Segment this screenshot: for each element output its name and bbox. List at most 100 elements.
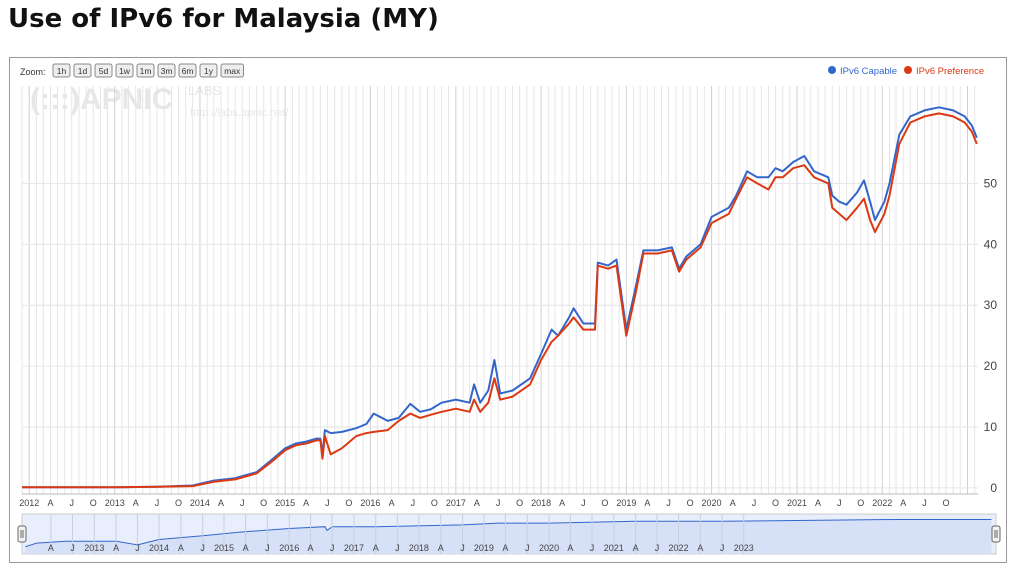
zoom-button-1m[interactable]: 1m [136,63,155,78]
page-title: Use of IPv6 for Malaysia (MY) [8,4,439,34]
x-tick-label: 2017 [446,498,466,508]
x-tick-label: 2021 [787,498,807,508]
x-tick-label: 2020 [702,498,722,508]
x-tick-label: A [730,498,736,508]
navigator-line [25,519,992,548]
x-tick-label: 2019 [616,498,636,508]
x-tick-label: A [303,498,309,508]
x-tick-label: O [431,498,438,508]
series-line-ipv6-preference[interactable] [22,112,978,489]
x-tick-label: J [411,498,416,508]
navigator-tick-label: J [135,543,140,553]
zoom-button-label: 1d [78,66,88,76]
x-tick-label: O [857,498,864,508]
apnic-watermark: (:::)APNIC LABS http://labs.apnic.net/ [30,83,289,119]
navigator-tick-label: A [438,543,444,553]
navigator-tick-label: 2020 [539,543,559,553]
x-tick-label: O [772,498,779,508]
navigator-tick-label: J [330,543,335,553]
navigator-tick-label: A [48,543,54,553]
zoom-button-bg [52,63,71,78]
y-tick-label: 10 [984,420,998,434]
navigator-tick-label: A [633,543,639,553]
navigator-tick-label: A [567,543,573,553]
x-tick-label: A [389,498,395,508]
zoom-button-label: max [224,66,241,76]
navigator-tick-label: A [308,543,314,553]
navigator-area [25,519,992,554]
apnic-url: http://labs.apnic.net/ [190,107,289,119]
navigator-tick-label: J [655,543,660,553]
legend-label-capable: IPv6 Capable [840,66,897,77]
y-tick-label: 40 [984,237,998,251]
x-tick-label: A [47,498,53,508]
navigator-tick-label: 2013 [84,543,104,553]
zoom-button-max[interactable]: max [220,63,244,78]
x-tick-label: J [496,498,501,508]
x-tick-label: J [837,498,842,508]
zoom-button-bg [157,63,176,78]
x-tick-label: J [752,498,757,508]
x-tick-label: 2013 [105,498,125,508]
zoom-button-1y[interactable]: 1y [199,63,218,78]
x-tick-label: O [345,498,352,508]
legend: IPv6 Capable IPv6 Preference [828,66,984,77]
x-tick-label: J [666,498,671,508]
x-tick-label: 2014 [190,498,210,508]
x-tick-label: 2015 [275,498,295,508]
zoom-button-6m[interactable]: 6m [178,63,197,78]
chart-container: Zoom: 1h 1d 5d 1w 1m 3m 6m 1y max (:::)APNIC LAB… [9,57,1007,563]
x-tick-label: A [644,498,650,508]
x-tick-label: J [240,498,245,508]
navigator-tick-label: A [113,543,119,553]
apnic-labs-text: LABS [188,83,222,98]
x-tick-label: A [900,498,906,508]
legend-item-capable[interactable]: IPv6 Capable [828,66,897,77]
x-tick-label: O [260,498,267,508]
zoom-button-bg [199,63,218,78]
x-tick-label: 2012 [19,498,39,508]
navigator-tick-label: 2023 [734,543,754,553]
zoom-label: Zoom: [20,67,46,77]
y-tick-label: 30 [984,298,998,312]
x-tick-label: O [516,498,523,508]
zoom-button-5d[interactable]: 5d [94,63,113,78]
x-tick-label: J [69,498,74,508]
legend-item-preference[interactable]: IPv6 Preference [904,66,984,77]
x-tick-label: A [133,498,139,508]
apnic-logo: (:::)APNIC [30,83,173,116]
navigator-tick-label: A [243,543,249,553]
zoom-button-bg [220,63,244,78]
zoom-button-label: 5d [99,66,109,76]
navigator-tick-label: J [590,543,595,553]
handle-grip [991,525,1001,543]
navigator-tick-label: 2014 [149,543,169,553]
navigator-tick-label: 2019 [474,543,494,553]
navigator-handle-left[interactable] [17,525,27,543]
navigator-tick-label: 2021 [604,543,624,553]
series-line-ipv6-capable[interactable] [22,106,978,489]
navigator-tick-label: 2018 [409,543,429,553]
zoom-button-bg [178,63,197,78]
zoom-button-1w[interactable]: 1w [115,63,134,78]
zoom-button-1d[interactable]: 1d [73,63,92,78]
zoom-button-label: 1h [57,66,67,76]
handle-grip [17,525,27,543]
legend-marker-preference [904,66,912,74]
zoom-button-bg [94,63,113,78]
navigator-tick-label: J [525,543,530,553]
zoom-button-label: 6m [182,66,194,76]
navigator-tick-label: 2016 [279,543,299,553]
zoom-button-label: 1m [140,66,152,76]
ipv6-usage-chart[interactable]: Zoom: 1h 1d 5d 1w 1m 3m 6m 1y max (:::)APNIC LAB… [10,58,1006,562]
zoom-button-label: 1y [204,66,214,76]
x-tick-label: A [218,498,224,508]
x-tick-label: O [601,498,608,508]
x-tick-label: O [175,498,182,508]
navigator-handle-right[interactable] [991,525,1001,543]
zoom-button-bg [73,63,92,78]
zoom-button-1h[interactable]: 1h [52,63,71,78]
x-tick-label: J [581,498,586,508]
navigator-tick-label: J [395,543,400,553]
zoom-button-3m[interactable]: 3m [157,63,176,78]
